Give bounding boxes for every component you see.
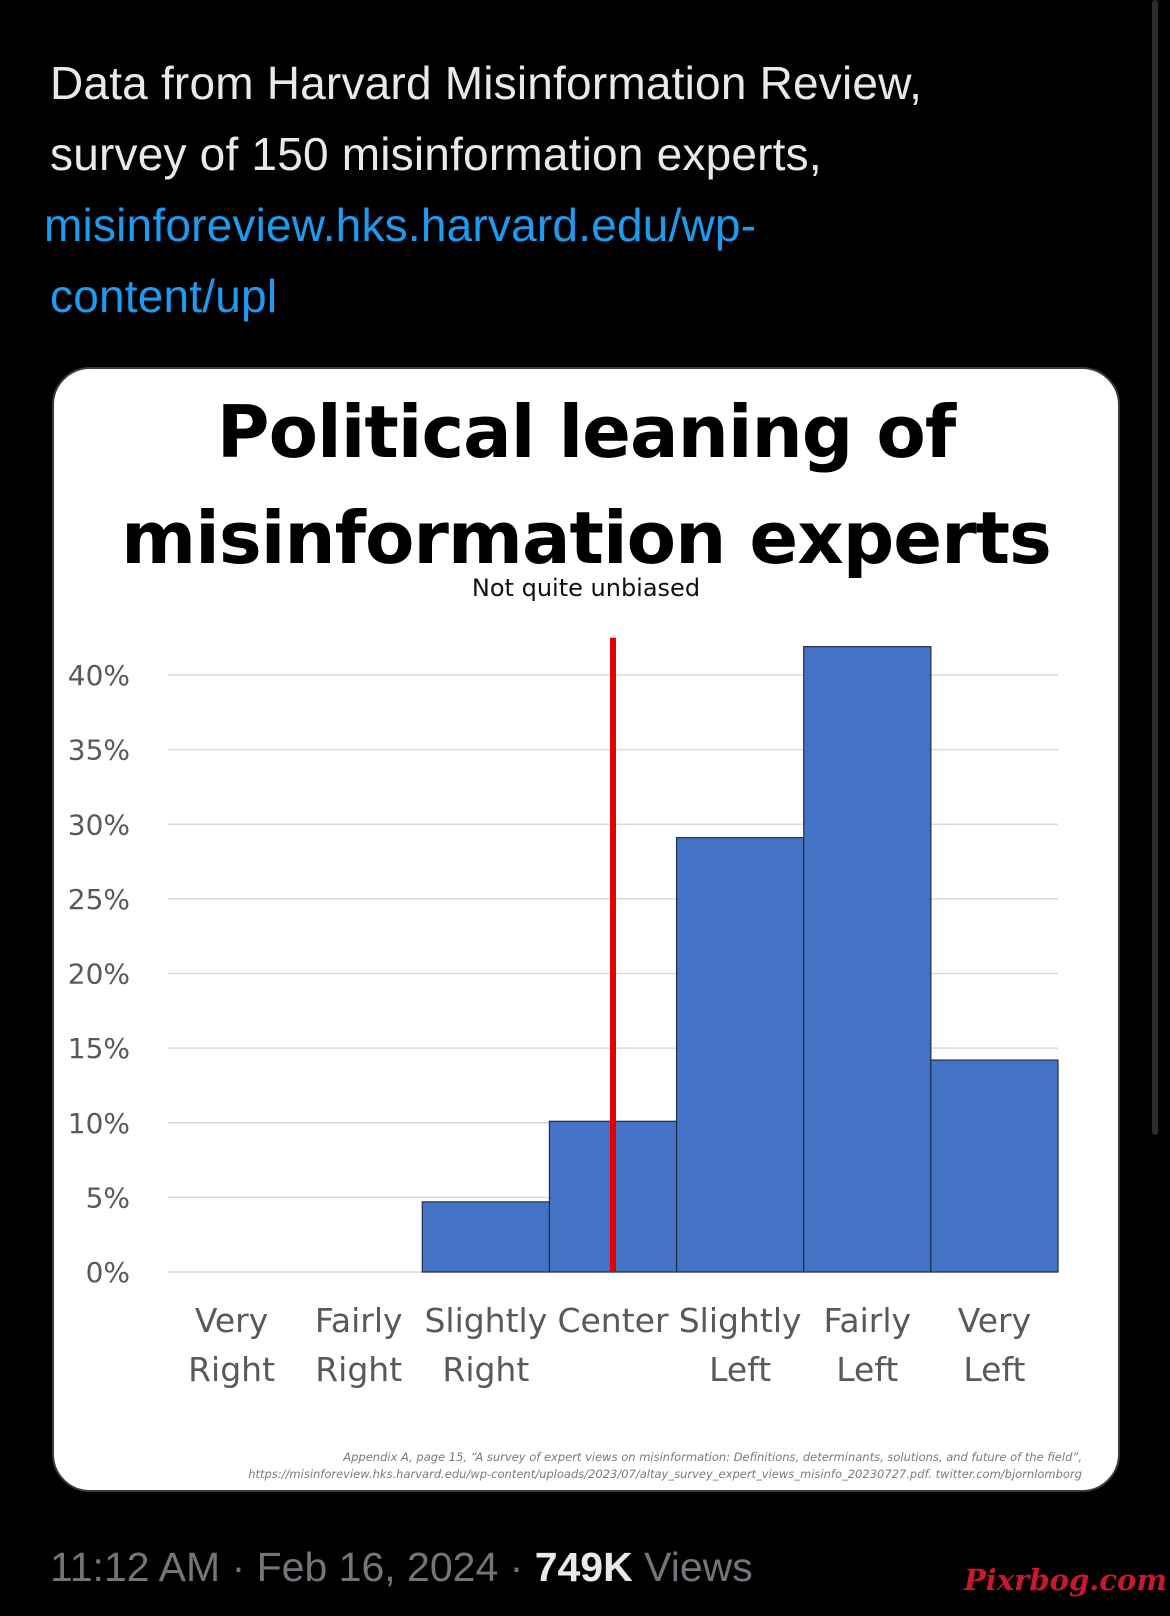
y-tick-label: 0% [86,1256,130,1289]
x-category-label: Left [963,1350,1025,1389]
y-tick-label: 10% [68,1107,130,1140]
meta-separator: · [498,1544,535,1590]
tweet-text-line: survey of 150 misinformation experts, [50,128,822,180]
x-category-label: Slightly [424,1301,547,1340]
y-tick-label: 15% [68,1032,130,1065]
views-count: 749K [534,1544,633,1590]
chart-footnote: Appendix A, page 15, “A survey of expert… [343,1450,1082,1464]
tweet-time[interactable]: 11:12 AM [50,1544,221,1590]
bar-slightly-left [675,837,805,1273]
tweet-date[interactable]: Feb 16, 2024 [256,1544,499,1590]
chart-title-line: misinformation experts [121,496,1052,580]
watermark: Pixrbog.com [964,1563,1168,1597]
bar-very-left [930,1059,1059,1273]
x-category-label: Left [836,1350,898,1389]
y-tick-label: 25% [68,883,130,916]
x-category-label: Left [709,1350,771,1389]
bar-slightly-right [421,1201,551,1273]
chart-title-line: Political leaning of [216,390,956,474]
meta-separator: · [220,1544,257,1590]
tweet-meta: 11:12 AM · Feb 16, 2024 · 749K Views [50,1544,753,1591]
x-category-label: Fairly [315,1301,403,1340]
chart-image-card[interactable]: Political leaning of misinformation expe… [52,367,1120,1492]
x-category-label: Very [958,1301,1031,1340]
bar-chart: 0% 5% 10% 15% 20% 25% 30% 35% 40% Very Right Fairly… [68,637,1059,1389]
tweet-link-continued[interactable]: content/upl [50,270,278,322]
x-category-label: Center [557,1301,669,1340]
chart-footnote: https://misinforeview.hks.harvard.edu/wp… [248,1467,1082,1481]
bar-fairly-left [803,646,932,1273]
chart-title: Political leaning of misinformation expe… [54,379,1118,591]
tweet-text-line: Data from Harvard Misinformation Review, [50,57,923,109]
y-tick-label: 5% [86,1181,130,1214]
x-category-label: Very [195,1301,268,1340]
x-category-label: Right [315,1350,402,1389]
y-tick-label: 35% [68,734,130,767]
tweet-text: Data from Harvard Misinformation Review,… [44,48,1130,332]
y-tick-label: 20% [68,958,130,991]
chart-subtitle: Not quite unbiased [471,574,701,602]
scrollbar[interactable] [1152,0,1158,1135]
x-category-label: Slightly [679,1301,802,1340]
x-category-label: Fairly [823,1301,911,1340]
x-category-label: Right [188,1350,275,1389]
x-category-label: Right [442,1350,529,1389]
y-tick-label: 40% [68,659,130,692]
views-label: Views [644,1544,753,1590]
y-tick-label: 30% [68,808,130,841]
tweet-link[interactable]: misinforeview.hks.harvard.edu/wp- [44,199,757,251]
